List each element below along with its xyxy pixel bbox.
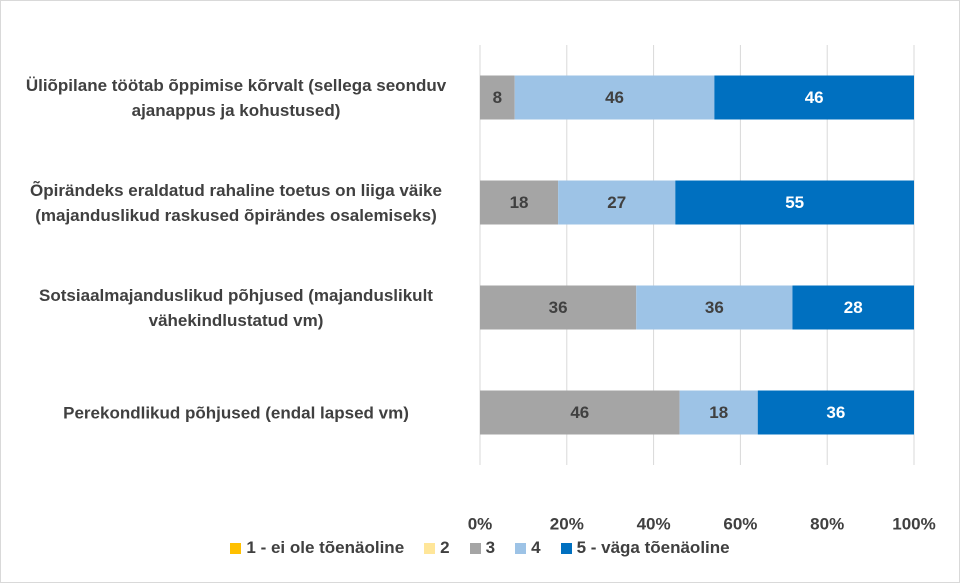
category-label: Sotsiaalmajanduslikud põhjused (majandus… [39, 285, 433, 330]
legend-label: 3 [485, 538, 496, 557]
bar-segment [480, 390, 680, 435]
bar-segment [514, 75, 715, 120]
legend-swatch [230, 542, 242, 554]
bar-segment [792, 285, 914, 330]
bar-segment [679, 390, 758, 435]
legend-item: 3 [469, 538, 496, 558]
data-label: 36 [826, 403, 845, 422]
bar-segment [480, 285, 637, 330]
data-label: 28 [844, 298, 863, 317]
legend-swatch [560, 542, 572, 554]
data-label: 46 [570, 403, 589, 422]
category-label: Perekondlikud põhjused (endal lapsed vm) [63, 403, 409, 422]
x-tick-label: 60% [723, 514, 757, 533]
x-tick-label: 80% [810, 514, 844, 533]
legend-label: 5 - väga tõenäoline [576, 538, 730, 557]
data-label: 46 [605, 88, 624, 107]
data-label: 18 [709, 403, 728, 422]
bar-segment [558, 180, 676, 225]
bar-segment [480, 75, 515, 120]
legend-label: 4 [531, 538, 541, 557]
bar-segment [480, 180, 559, 225]
bar-segment [675, 180, 914, 225]
legend-item: 5 - väga tõenäoline [560, 538, 730, 558]
legend-swatch [469, 542, 481, 554]
legend-item: 1 - ei ole tõenäoline [230, 538, 404, 558]
bar-segment [636, 285, 793, 330]
legend: 1 - ei ole tõenäoline 2 3 4 5 - väga tõenäol… [0, 538, 960, 558]
category-label: Õpirändeks eraldatud rahaline toetus on … [30, 180, 442, 225]
x-tick-label: 100% [892, 514, 935, 533]
legend-label: 2 [440, 538, 450, 557]
data-label: 8 [493, 88, 502, 107]
data-label: 36 [549, 298, 568, 317]
legend-item: 4 [515, 538, 541, 558]
bar-segment [714, 75, 914, 120]
category-label: Üliõpilane töötab õppimise kõrvalt (sell… [25, 75, 447, 120]
data-label: 36 [705, 298, 724, 317]
legend-item: 2 [424, 538, 450, 558]
legend-swatch [424, 542, 436, 554]
x-tick-label: 20% [550, 514, 584, 533]
legend-label: 1 - ei ole tõenäoline [246, 538, 405, 557]
data-label: 46 [805, 88, 824, 107]
x-tick-label: 0% [468, 514, 493, 533]
x-tick-label: 40% [637, 514, 671, 533]
data-label: 18 [510, 193, 529, 212]
data-label: 27 [607, 193, 626, 212]
data-label: 55 [785, 193, 804, 212]
bar-segment [757, 390, 914, 435]
legend-swatch [515, 542, 527, 554]
